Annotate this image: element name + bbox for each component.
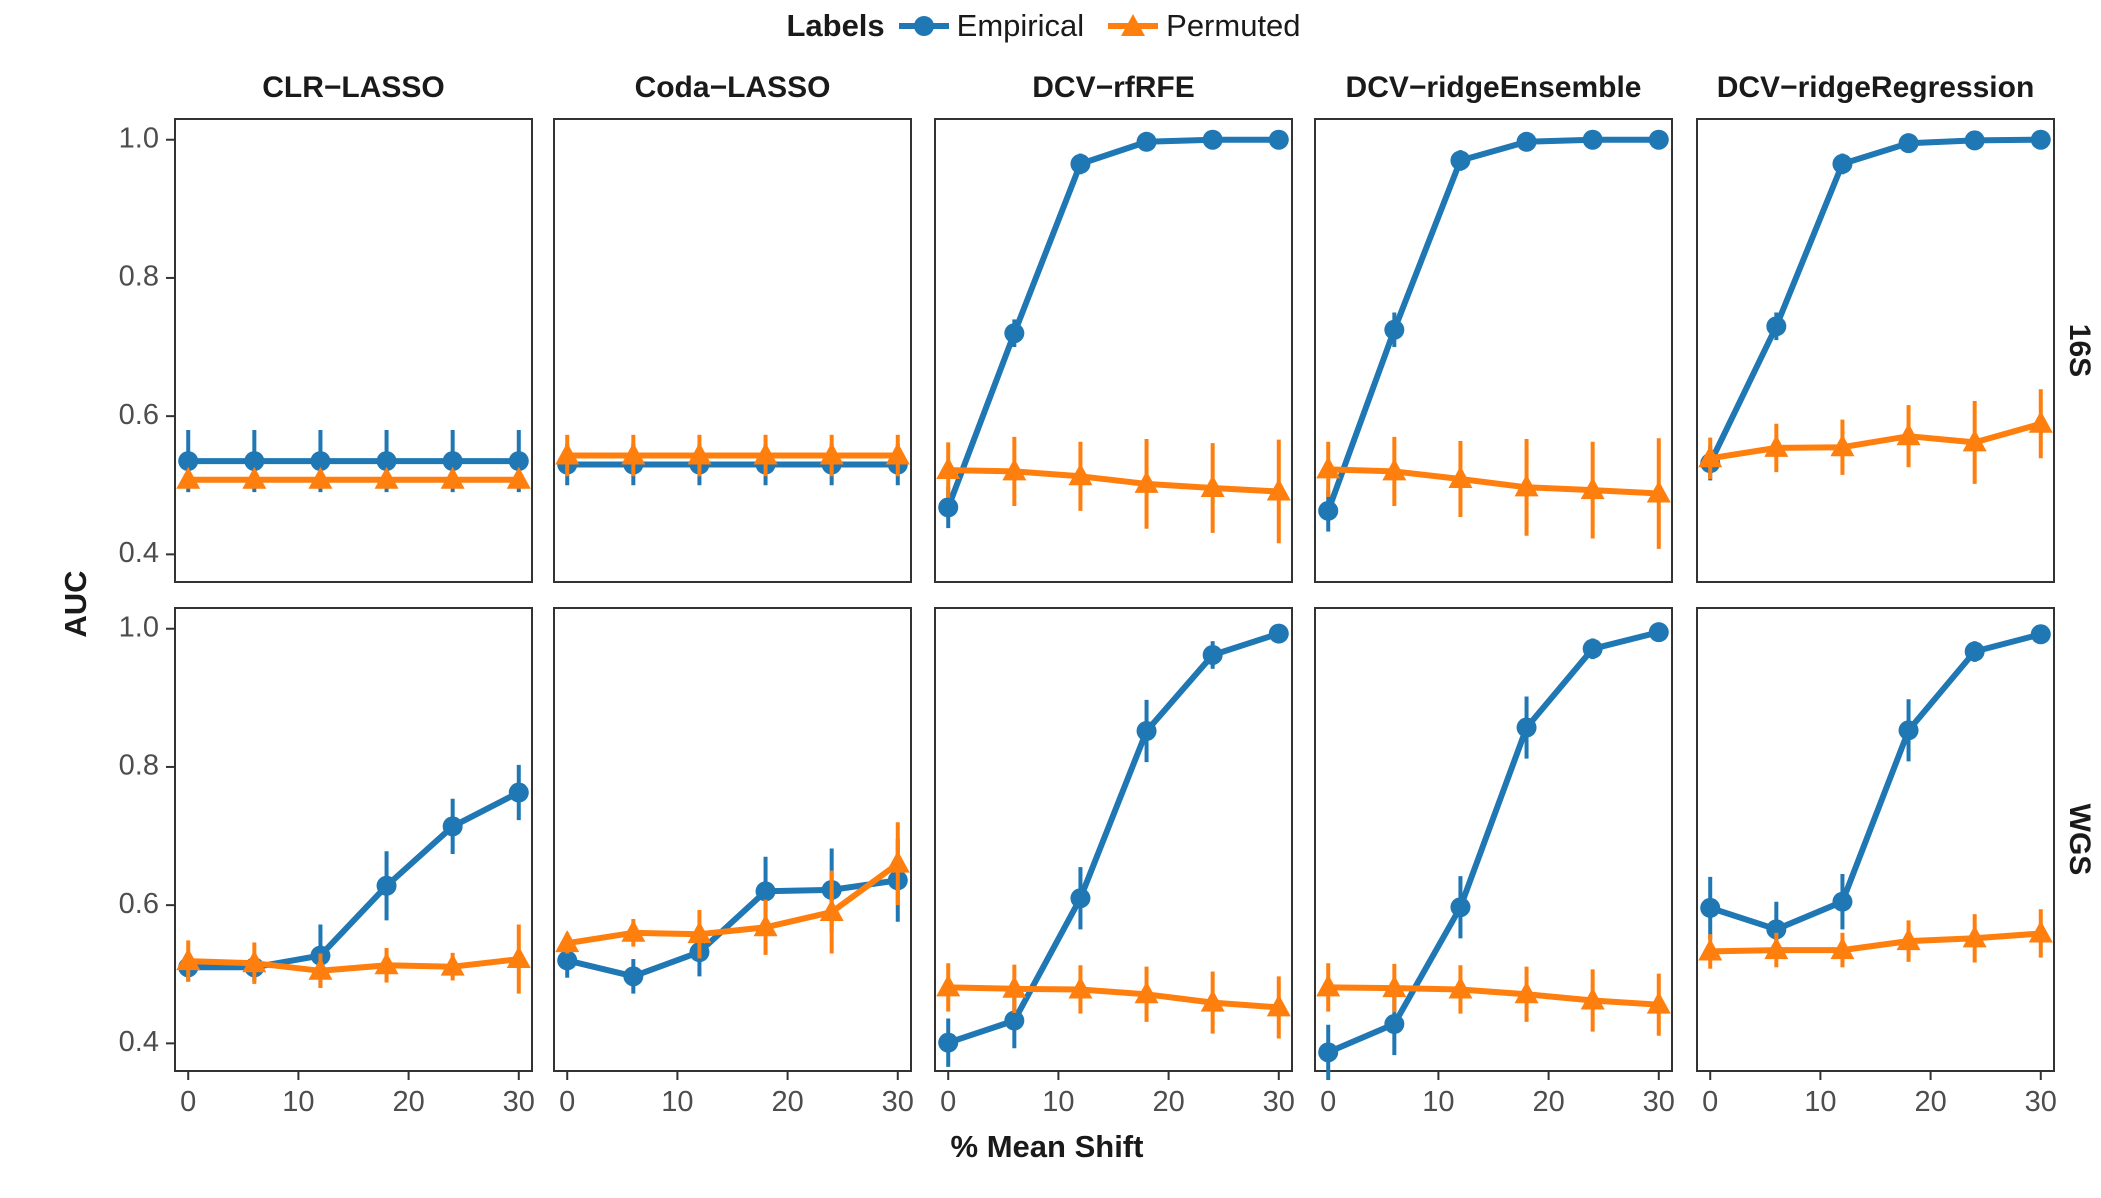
point-16s-dcv-ridgeensemble-empirical-1 (1384, 320, 1404, 340)
x-tick-label-dcv-rfrfe-2: 20 (1152, 1086, 1184, 1118)
point-wgs-dcv-rfrfe-empirical-0 (938, 1033, 958, 1053)
point-16s-dcv-ridgeensemble-empirical-2 (1450, 150, 1470, 170)
point-16s-dcv-rfrfe-empirical-4 (1203, 130, 1223, 150)
x-tick-label-dcv-rfrfe-3: 30 (1263, 1086, 1295, 1118)
x-tick-label-coda-lasso-1: 10 (661, 1086, 693, 1118)
point-wgs-dcv-ridgeensemble-empirical-4 (1583, 639, 1603, 659)
point-16s-dcv-ridgeensemble-empirical-4 (1583, 130, 1603, 150)
point-16s-dcv-ridgeregression-empirical-3 (1899, 133, 1919, 153)
panel-16s-coda-lasso (554, 119, 911, 582)
point-wgs-dcv-ridgeregression-empirical-3 (1899, 720, 1919, 740)
panel-16s-dcv-ridgeregression (1697, 119, 2054, 582)
facet-label-16s: 16S (2063, 324, 2096, 377)
facet-label-dcv-ridgeensemble: DCV−ridgeEnsemble (1346, 71, 1642, 104)
point-wgs-dcv-rfrfe-empirical-3 (1137, 721, 1157, 741)
point-wgs-dcv-ridgeregression-empirical-5 (2031, 624, 2051, 644)
point-wgs-dcv-ridgeregression-empirical-4 (1965, 642, 1985, 662)
point-wgs-clr-lasso-empirical-4 (443, 816, 463, 836)
y-tick-label-16s-0: 0.4 (119, 537, 159, 569)
x-tick-label-dcv-ridgeensemble-2: 20 (1532, 1086, 1564, 1118)
y-tick-label-16s-3: 1.0 (119, 122, 159, 154)
point-16s-dcv-ridgeregression-empirical-1 (1766, 316, 1786, 336)
point-wgs-dcv-rfrfe-empirical-5 (1269, 624, 1289, 644)
point-16s-dcv-ridgeregression-empirical-5 (2031, 130, 2051, 150)
x-tick-label-dcv-ridgeregression-1: 10 (1804, 1086, 1836, 1118)
panel-wgs-dcv-ridgeregression (1697, 608, 2054, 1071)
x-tick-label-clr-lasso-0: 0 (180, 1086, 196, 1118)
y-tick-label-wgs-2: 0.8 (119, 750, 159, 782)
x-tick-label-clr-lasso-1: 10 (282, 1086, 314, 1118)
facet-label-clr-lasso: CLR−LASSO (262, 71, 445, 104)
point-16s-dcv-ridgeensemble-empirical-3 (1517, 132, 1537, 152)
point-16s-dcv-ridgeregression-empirical-2 (1832, 154, 1852, 174)
panel-wgs-coda-lasso (554, 608, 911, 1071)
point-wgs-dcv-rfrfe-empirical-2 (1070, 888, 1090, 908)
panel-16s-dcv-ridgeensemble (1315, 119, 1672, 582)
point-wgs-dcv-ridgeregression-empirical-0 (1700, 898, 1720, 918)
x-tick-label-dcv-ridgeensemble-3: 30 (1643, 1086, 1675, 1118)
point-16s-dcv-ridgeregression-empirical-4 (1965, 130, 1985, 150)
y-tick-label-wgs-1: 0.6 (119, 888, 159, 920)
point-wgs-dcv-ridgeensemble-empirical-3 (1517, 718, 1537, 738)
facet-label-dcv-rfrfe: DCV−rfRFE (1032, 71, 1195, 104)
x-tick-label-dcv-ridgeensemble-1: 10 (1422, 1086, 1454, 1118)
point-16s-dcv-rfrfe-empirical-0 (938, 497, 958, 517)
point-wgs-dcv-rfrfe-empirical-4 (1203, 645, 1223, 665)
panel-16s-clr-lasso (175, 119, 532, 582)
point-wgs-dcv-ridgeensemble-empirical-0 (1318, 1042, 1338, 1062)
y-tick-label-wgs-0: 0.4 (119, 1026, 159, 1058)
point-wgs-clr-lasso-empirical-3 (377, 876, 397, 896)
x-tick-label-coda-lasso-0: 0 (559, 1086, 575, 1118)
x-tick-label-coda-lasso-3: 30 (882, 1086, 914, 1118)
point-16s-dcv-rfrfe-empirical-1 (1004, 323, 1024, 343)
point-wgs-dcv-ridgeensemble-empirical-5 (1649, 622, 1669, 642)
facet-label-dcv-ridgeregression: DCV−ridgeRegression (1717, 71, 2035, 104)
y-tick-label-wgs-3: 1.0 (119, 611, 159, 643)
panel-wgs-clr-lasso (175, 608, 532, 1071)
x-tick-label-dcv-rfrfe-1: 10 (1042, 1086, 1074, 1118)
facet-label-coda-lasso: Coda−LASSO (635, 71, 831, 104)
x-tick-label-coda-lasso-2: 20 (771, 1086, 803, 1118)
x-tick-label-clr-lasso-2: 20 (392, 1086, 424, 1118)
x-tick-label-dcv-ridgeensemble-0: 0 (1320, 1086, 1336, 1118)
point-16s-dcv-rfrfe-empirical-5 (1269, 130, 1289, 150)
x-tick-label-dcv-ridgeregression-3: 30 (2025, 1086, 2057, 1118)
point-wgs-dcv-rfrfe-empirical-1 (1004, 1011, 1024, 1031)
point-16s-dcv-ridgeensemble-empirical-0 (1318, 501, 1338, 521)
x-axis-title: % Mean Shift (951, 1129, 1144, 1164)
y-axis-title: AUC (58, 570, 93, 637)
point-wgs-dcv-ridgeensemble-empirical-2 (1450, 897, 1470, 917)
x-tick-label-dcv-ridgeregression-0: 0 (1702, 1086, 1718, 1118)
point-16s-dcv-rfrfe-empirical-2 (1070, 154, 1090, 174)
facet-label-wgs: WGS (2063, 804, 2096, 876)
y-tick-label-16s-2: 0.8 (119, 261, 159, 293)
y-tick-label-16s-1: 0.6 (119, 399, 159, 431)
point-wgs-dcv-ridgeregression-empirical-2 (1832, 892, 1852, 912)
point-wgs-clr-lasso-empirical-5 (509, 783, 529, 803)
x-tick-label-dcv-rfrfe-0: 0 (940, 1086, 956, 1118)
point-wgs-dcv-ridgeensemble-empirical-1 (1384, 1014, 1404, 1034)
panel-16s-dcv-rfrfe (935, 119, 1292, 582)
point-wgs-coda-lasso-empirical-1 (623, 966, 643, 986)
point-wgs-coda-lasso-empirical-3 (756, 881, 776, 901)
point-16s-dcv-ridgeensemble-empirical-5 (1649, 130, 1669, 150)
point-16s-dcv-rfrfe-empirical-3 (1137, 132, 1157, 152)
x-tick-label-dcv-ridgeregression-2: 20 (1914, 1086, 1946, 1118)
x-tick-label-clr-lasso-3: 30 (503, 1086, 535, 1118)
